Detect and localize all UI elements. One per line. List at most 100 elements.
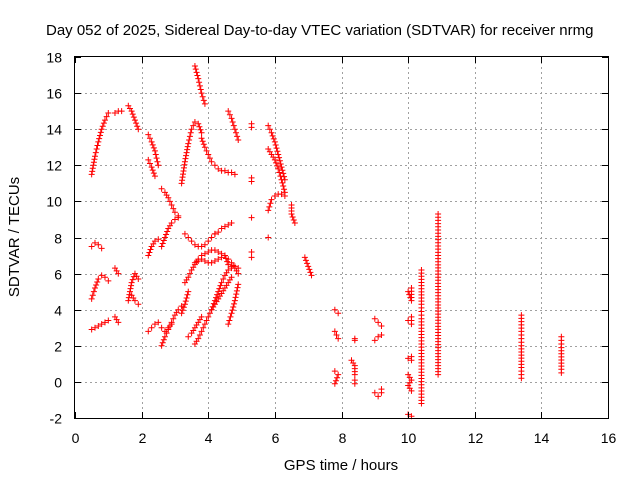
data-point	[135, 301, 142, 308]
data-point	[149, 141, 156, 148]
y-axis-label: SDTVAR / TECUs	[6, 177, 23, 297]
data-point	[115, 319, 122, 326]
data-point	[146, 135, 153, 142]
series-sat-ac	[185, 313, 205, 340]
data-point	[93, 146, 100, 153]
data-point	[181, 301, 188, 308]
data-point	[185, 274, 192, 281]
x-axis-label: GPS time / hours	[284, 457, 398, 474]
data-point	[147, 246, 154, 253]
x-tick-label: 14	[534, 430, 550, 446]
data-point	[248, 178, 255, 185]
x-tick-labels: 0 2 4 6 8 10 12 14 16	[72, 430, 617, 446]
data-point	[185, 140, 192, 147]
series-sat-ag	[248, 174, 255, 185]
data-point	[335, 310, 342, 317]
data-point	[88, 243, 95, 250]
data-point	[166, 198, 173, 205]
grid-lines	[75, 57, 608, 418]
data-point	[163, 231, 170, 238]
data-point	[208, 234, 215, 241]
data-point	[375, 393, 382, 400]
data-point	[98, 245, 105, 252]
data-point	[148, 164, 155, 171]
data-point	[266, 203, 273, 210]
data-point	[101, 319, 108, 326]
data-point	[131, 117, 138, 124]
data-point	[221, 223, 228, 230]
data-point	[235, 270, 242, 277]
plot-frame	[74, 56, 609, 419]
series-sat-af	[248, 120, 255, 131]
data-point	[150, 144, 157, 151]
series-sat-t	[191, 63, 208, 107]
series-sat-bb	[405, 371, 415, 394]
data-point	[188, 126, 195, 133]
data-point	[276, 169, 283, 176]
data-point	[101, 117, 108, 124]
series-sat-an	[288, 202, 298, 227]
y-tick-label: 12	[46, 158, 62, 174]
series-sat-ae	[225, 108, 242, 144]
data-point	[91, 285, 98, 292]
series-sat-ap	[331, 306, 342, 317]
series-sat-i	[125, 270, 142, 304]
x-tick-label: 12	[468, 430, 484, 446]
data-point	[190, 122, 197, 129]
data-point	[184, 146, 191, 153]
series-sat-n	[145, 319, 162, 335]
data-point	[302, 257, 309, 264]
data-point	[129, 111, 136, 118]
data-point	[205, 151, 212, 158]
data-point	[211, 247, 218, 254]
data-point	[175, 212, 182, 219]
series-sat-aw	[371, 331, 385, 344]
y-tick-labels: -2 0 2 4 6 8 10 12 14 16 18	[46, 50, 62, 427]
data-point	[205, 248, 212, 255]
data-point	[93, 282, 100, 289]
data-point	[208, 158, 215, 165]
data-point	[228, 220, 235, 227]
data-point	[185, 234, 192, 241]
data-point	[225, 108, 232, 115]
data-point	[274, 148, 281, 155]
data-point	[171, 209, 178, 216]
data-point	[205, 313, 212, 320]
series-sat-be	[435, 211, 442, 378]
data-point	[105, 109, 112, 116]
data-point	[154, 158, 161, 165]
data-point	[228, 274, 235, 281]
series-sat-aq	[331, 328, 342, 342]
data-point	[216, 285, 223, 292]
data-point	[269, 132, 276, 139]
data-point	[200, 141, 207, 148]
data-point	[146, 160, 153, 167]
data-point	[98, 126, 105, 133]
data-point	[100, 120, 107, 127]
series-sat-f	[88, 317, 112, 333]
data-point	[201, 241, 208, 248]
data-point	[235, 281, 242, 288]
series-sat-ay	[405, 285, 415, 304]
data-point	[187, 129, 194, 136]
data-point	[128, 279, 135, 286]
data-point	[198, 256, 205, 263]
data-point	[351, 380, 358, 387]
data-point	[208, 306, 215, 313]
data-point	[118, 108, 125, 115]
data-point	[145, 252, 152, 259]
y-tick-label: 16	[46, 86, 62, 102]
data-point	[215, 248, 222, 255]
data-point	[158, 185, 165, 192]
data-point	[191, 63, 198, 70]
series-sat-d	[88, 239, 105, 252]
data-point	[197, 126, 204, 133]
series-sat-v	[181, 230, 218, 250]
data-point	[306, 266, 313, 273]
series-sat-j	[128, 292, 142, 308]
series-sat-s	[178, 118, 205, 187]
data-point	[408, 313, 415, 320]
data-point	[274, 162, 281, 169]
data-point	[275, 151, 282, 158]
